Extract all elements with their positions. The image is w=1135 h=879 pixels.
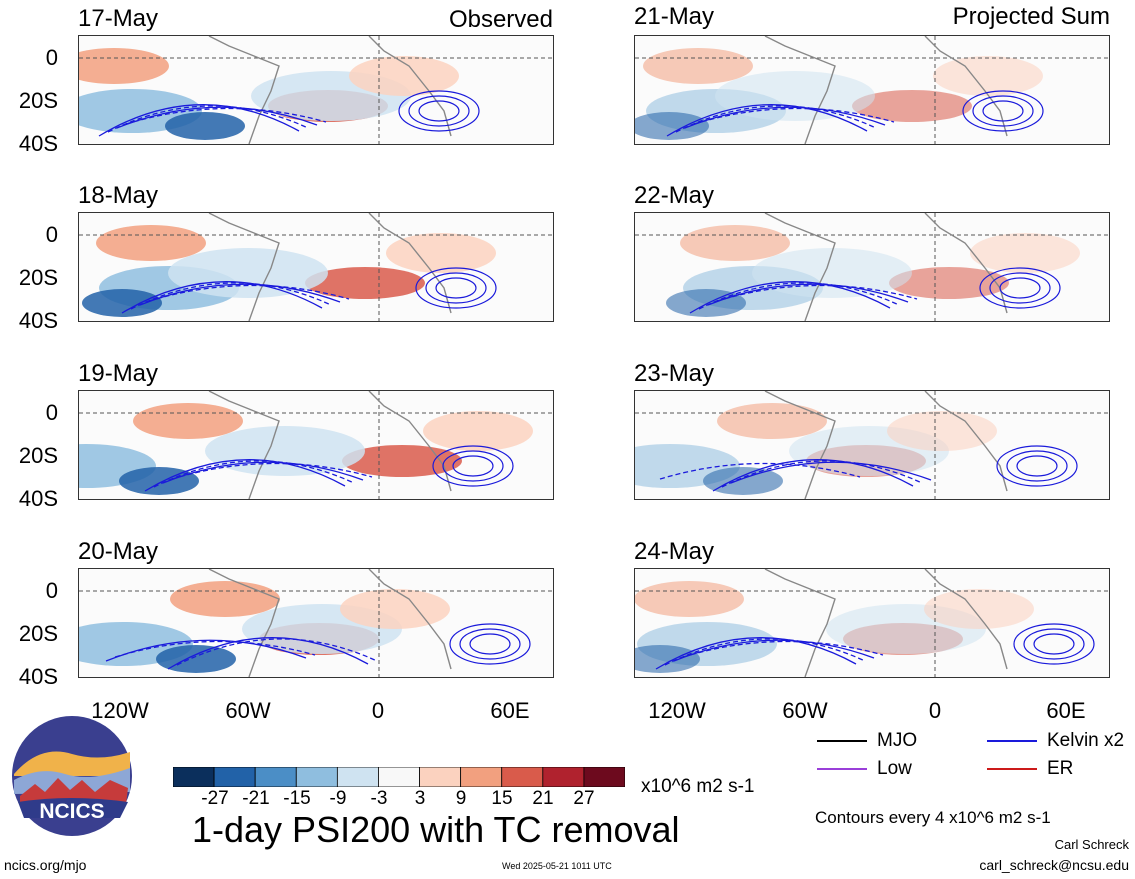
lon-label-60e-right: 60E bbox=[1046, 698, 1086, 723]
lon-label-120w-left: 120W bbox=[91, 698, 149, 723]
contour-note: Contours every 4 x10^6 m2 s-1 bbox=[815, 808, 1051, 827]
colorbar-tick-4: -9 bbox=[329, 788, 347, 809]
legend-swatch-er bbox=[987, 768, 1037, 770]
date-label-observed-4: 20-May bbox=[78, 538, 159, 565]
legend-label-low: Low bbox=[877, 758, 912, 779]
lat-label-0-row1: 0 bbox=[45, 45, 58, 70]
map-panel-projected-3 bbox=[634, 390, 1110, 500]
colorbar-tick-7: 9 bbox=[455, 788, 467, 809]
date-label-projected-4: 24-May bbox=[634, 538, 715, 565]
colorbar-swatch bbox=[419, 766, 462, 788]
colorbar-swatch bbox=[213, 766, 256, 788]
colorbar-tick-6: 3 bbox=[414, 788, 426, 809]
map-panel-projected-1 bbox=[634, 35, 1110, 145]
psi-field-projected-3 bbox=[635, 391, 1109, 499]
lon-label-0-right: 0 bbox=[928, 698, 942, 723]
psi-field-observed-4 bbox=[79, 569, 553, 677]
date-label-projected-1: 21-May bbox=[634, 3, 715, 30]
lat-label-20s-row1: 20S bbox=[18, 88, 58, 113]
colorbar bbox=[172, 766, 626, 788]
lat-label-20s-row4: 20S bbox=[18, 621, 58, 646]
colorbar-swatch bbox=[501, 766, 544, 788]
psi-field-projected-4 bbox=[635, 569, 1109, 677]
psi-field-observed-1 bbox=[79, 36, 553, 144]
map-panel-observed-1 bbox=[78, 35, 554, 145]
legend-swatch-low bbox=[817, 768, 867, 770]
legend-swatch-kelvin bbox=[987, 740, 1037, 742]
colorbar-swatch bbox=[542, 766, 585, 788]
figure-title: 1-day PSI200 with TC removal bbox=[192, 809, 680, 850]
date-label-observed-3: 19-May bbox=[78, 360, 159, 387]
footer-url[interactable]: ncics.org/mjo bbox=[4, 857, 87, 873]
map-panel-observed-2 bbox=[78, 212, 554, 322]
colorbar-swatch bbox=[254, 766, 297, 788]
legend-swatch-mjo bbox=[817, 740, 867, 742]
date-label-observed-2: 18-May bbox=[78, 182, 159, 209]
colorbar-swatch bbox=[460, 766, 503, 788]
lon-label-60e-left: 60E bbox=[490, 698, 530, 723]
lat-label-0-row3: 0 bbox=[45, 400, 58, 425]
author-email: carl_schreck@ncsu.edu bbox=[979, 857, 1129, 873]
colorbar-tick-2: -21 bbox=[242, 788, 270, 809]
date-label-observed-1: 17-May bbox=[78, 5, 159, 32]
colorbar-tick-10: 27 bbox=[573, 788, 595, 809]
lat-label-40s-row1: 40S bbox=[18, 131, 58, 156]
colorbar-swatch bbox=[378, 766, 420, 788]
map-panel-projected-4 bbox=[634, 568, 1110, 678]
colorbar-swatch bbox=[172, 766, 215, 788]
map-panel-projected-2 bbox=[634, 212, 1110, 322]
psi-field-observed-2 bbox=[79, 213, 553, 321]
date-label-projected-3: 23-May bbox=[634, 360, 715, 387]
date-label-projected-2: 22-May bbox=[634, 182, 715, 209]
author-name: Carl Schreck bbox=[1054, 837, 1129, 852]
legend-label-mjo: MJO bbox=[877, 730, 918, 751]
colorbar-swatch bbox=[583, 766, 626, 788]
lat-label-20s-row3: 20S bbox=[18, 443, 58, 468]
lat-label-0-row4: 0 bbox=[45, 578, 58, 603]
psi-field-projected-1 bbox=[635, 36, 1109, 144]
colorbar-swatch bbox=[336, 766, 379, 788]
lon-label-120w-right: 120W bbox=[648, 698, 706, 723]
colorbar-tick-3: -15 bbox=[283, 788, 311, 809]
lon-label-0-left: 0 bbox=[371, 698, 385, 723]
map-panel-observed-4 bbox=[78, 568, 554, 678]
lat-label-20s-row2: 20S bbox=[18, 265, 58, 290]
psi-field-observed-3 bbox=[79, 391, 553, 499]
projected-column-title: Projected Sum bbox=[952, 3, 1110, 30]
lon-label-60w-left: 60W bbox=[225, 698, 271, 723]
colorbar-swatch bbox=[295, 766, 338, 788]
observed-column-title: Observed bbox=[448, 6, 553, 33]
legend: MJO Kelvin x2 Low ER bbox=[815, 730, 1135, 790]
lon-label-60w-right: 60W bbox=[782, 698, 828, 723]
colorbar-tick-8: 15 bbox=[491, 788, 513, 809]
lat-label-40s-row3: 40S bbox=[18, 486, 58, 511]
lat-label-40s-row2: 40S bbox=[18, 308, 58, 333]
colorbar-tick-9: 21 bbox=[532, 788, 554, 809]
lat-label-40s-row4: 40S bbox=[18, 664, 58, 689]
legend-label-er: ER bbox=[1047, 758, 1074, 779]
colorbar-tick-5: -3 bbox=[370, 788, 388, 809]
footer-timestamp: Wed 2025-05-21 1011 UTC bbox=[502, 861, 612, 871]
psi-field-projected-2 bbox=[635, 213, 1109, 321]
legend-label-kelvin: Kelvin x2 bbox=[1047, 730, 1125, 751]
ncics-logo: NCICS bbox=[10, 714, 134, 838]
colorbar-unit: x10^6 m2 s-1 bbox=[641, 776, 755, 797]
map-panel-observed-3 bbox=[78, 390, 554, 500]
logo-text: NCICS bbox=[39, 800, 105, 823]
lat-label-0-row2: 0 bbox=[45, 222, 58, 247]
colorbar-tick-1: -27 bbox=[201, 788, 229, 809]
